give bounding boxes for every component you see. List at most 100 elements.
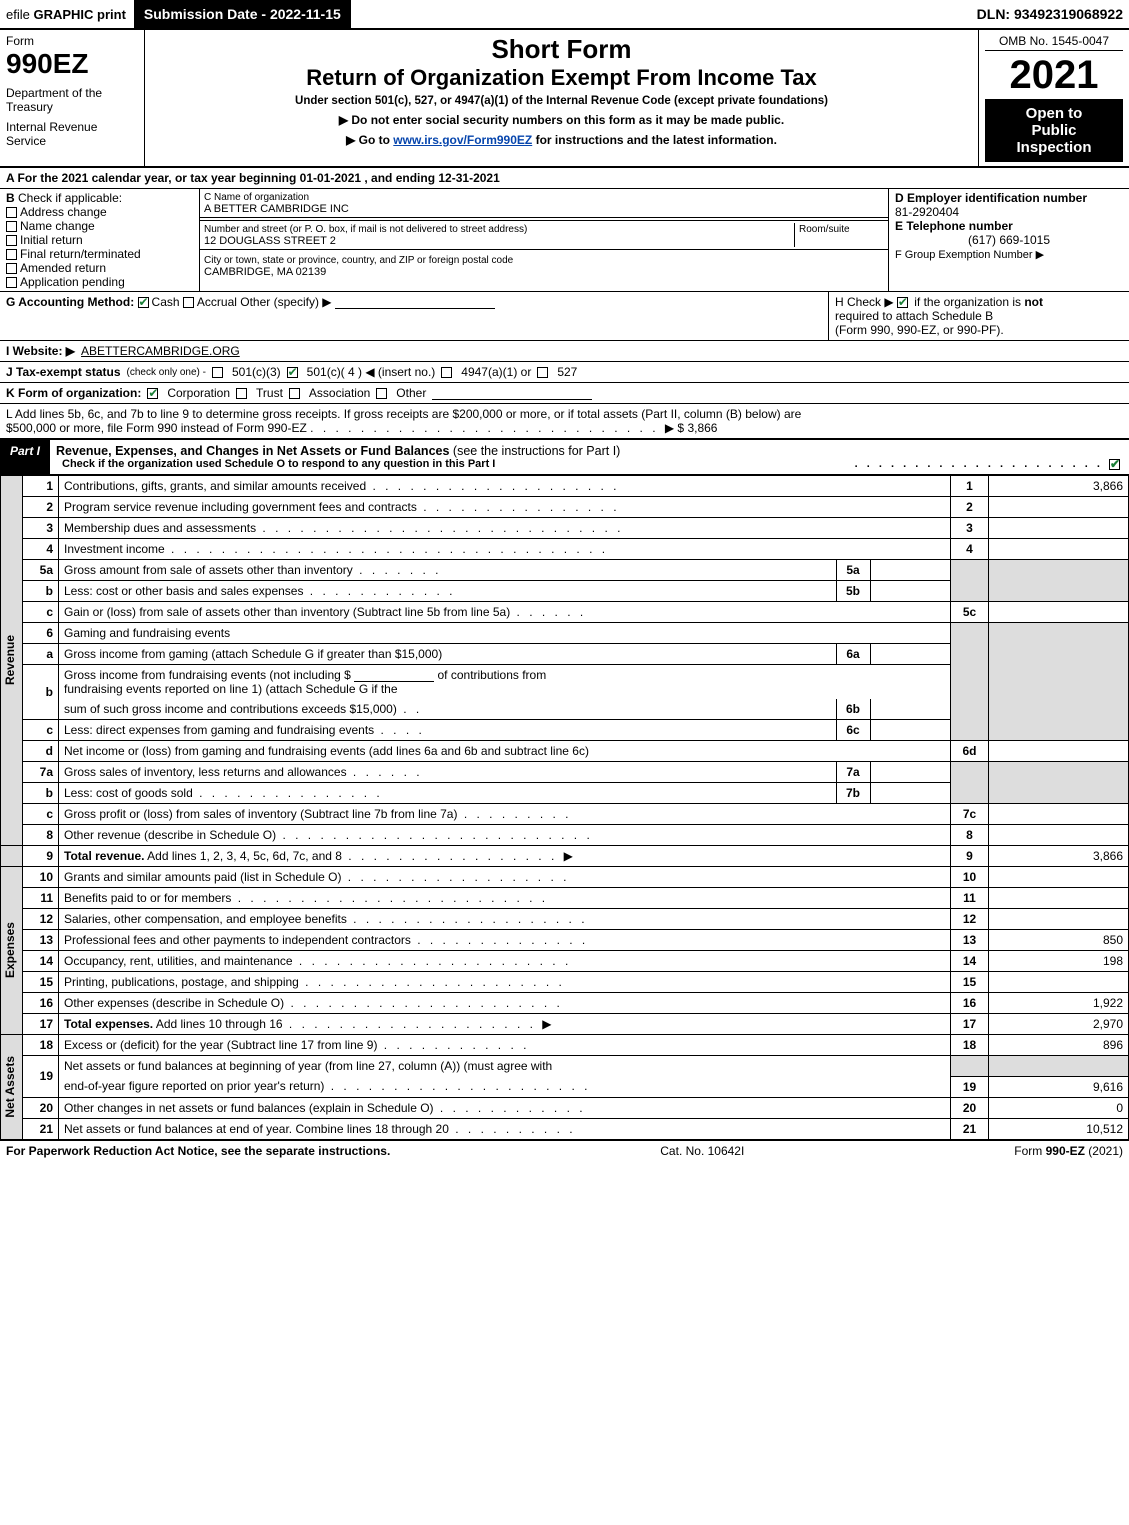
checkbox-amended-return[interactable]: [6, 263, 17, 274]
form-table: Revenue 1 Contributions, gifts, grants, …: [0, 475, 1129, 1140]
checkbox-527[interactable]: [537, 367, 548, 378]
checkbox-schedule-b[interactable]: [897, 297, 908, 308]
section-b-letter: B: [6, 191, 15, 205]
tax-year: 2021: [985, 55, 1123, 95]
line-15-num: 15: [23, 972, 59, 993]
lbl-amended-return: Amended return: [20, 261, 106, 275]
line-5a-num: 5a: [23, 560, 59, 581]
lbl-initial-return: Initial return: [20, 233, 83, 247]
line-5b-subamt: [870, 581, 950, 601]
line-8-amt: [989, 825, 1129, 846]
checkbox-name-change[interactable]: [6, 221, 17, 232]
phone-value: (617) 669-1015: [895, 233, 1123, 247]
expenses-label: Expenses: [1, 922, 19, 978]
line-7b-subamt: [870, 783, 950, 803]
line-5a-text: Gross amount from sale of assets other t…: [64, 563, 353, 577]
street-label: Number and street (or P. O. box, if mail…: [204, 224, 527, 235]
checkbox-association[interactable]: [289, 388, 300, 399]
checkbox-other-org[interactable]: [376, 388, 387, 399]
line-6a-subamt: [870, 644, 950, 664]
checkbox-initial-return[interactable]: [6, 235, 17, 246]
line-6-text: Gaming and fundraising events: [59, 623, 951, 644]
other-org-field[interactable]: [432, 387, 592, 400]
row-l-arrow: ▶ $: [665, 421, 688, 435]
line-7ab-gray-amt: [989, 762, 1129, 804]
line-6b-text2: of contributions from: [438, 668, 547, 682]
dots: . . . . . . . . . . . . . . . . . . . . …: [310, 421, 665, 435]
line-7c-col: 7c: [951, 804, 989, 825]
ein-label: D Employer identification number: [895, 191, 1087, 205]
line-21-col: 21: [951, 1118, 989, 1139]
lbl-501c3: 501(c)(3): [232, 365, 281, 379]
tax-exempt-sub: (check only one) -: [127, 367, 206, 378]
checkbox-501c3[interactable]: [212, 367, 223, 378]
page-footer: For Paperwork Reduction Act Notice, see …: [0, 1140, 1129, 1161]
line-18-col: 18: [951, 1035, 989, 1056]
efile-graphic: GRAPHIC: [33, 7, 97, 22]
lbl-application-pending: Application pending: [20, 275, 125, 289]
checkbox-501c[interactable]: [287, 367, 298, 378]
lbl-trust: Trust: [256, 386, 283, 400]
efile-print[interactable]: print: [97, 7, 126, 22]
footer-center: Cat. No. 10642I: [660, 1144, 744, 1158]
row-j: J Tax-exempt status (check only one) - 5…: [0, 362, 1129, 383]
line-1-num: 1: [23, 476, 59, 497]
header-center: Short Form Return of Organization Exempt…: [145, 30, 979, 166]
line-1-text: Contributions, gifts, grants, and simila…: [59, 476, 951, 497]
form-number: 990EZ: [6, 48, 138, 80]
checkbox-cash[interactable]: [138, 297, 149, 308]
line-6b-blank[interactable]: [354, 669, 434, 682]
line-18-text: Excess or (deficit) for the year (Subtra…: [59, 1035, 951, 1056]
line-6c-text: Less: direct expenses from gaming and fu…: [64, 723, 374, 737]
open-line1: Open to: [991, 105, 1117, 122]
line-6b-row1: Gross income from fundraising events (no…: [59, 665, 951, 700]
line-6c-sublbl: 6c: [836, 720, 870, 740]
line-5c-amt: [989, 602, 1129, 623]
part-1-check-line: Check if the organization used Schedule …: [56, 458, 1123, 470]
line-19-col: 19: [951, 1076, 989, 1097]
line-7c-amt: [989, 804, 1129, 825]
line-5c-text: Gain or (loss) from sale of assets other…: [59, 602, 951, 623]
line-4-num: 4: [23, 539, 59, 560]
checkbox-application-pending[interactable]: [6, 277, 17, 288]
form-word: Form: [6, 34, 138, 48]
lbl-other-org: Other: [396, 386, 426, 400]
checkbox-corporation[interactable]: [147, 388, 158, 399]
irs-link[interactable]: www.irs.gov/Form990EZ: [393, 133, 532, 147]
line-16-amt: 1,922: [989, 993, 1129, 1014]
line-7a-subamt: [870, 762, 950, 782]
line-2-num: 2: [23, 497, 59, 518]
line-20-col: 20: [951, 1097, 989, 1118]
header-right: OMB No. 1545-0047 2021 Open to Public In…: [979, 30, 1129, 166]
line-21-text: Net assets or fund balances at end of ye…: [59, 1118, 951, 1139]
line-20-amt: 0: [989, 1097, 1129, 1118]
line-11-text: Benefits paid to or for members . . . . …: [59, 888, 951, 909]
line-12-text: Salaries, other compensation, and employ…: [59, 909, 951, 930]
row-h-not: not: [1024, 295, 1043, 309]
line-4-amt: [989, 539, 1129, 560]
checkbox-address-change[interactable]: [6, 207, 17, 218]
row-h-line2: required to attach Schedule B: [835, 309, 993, 323]
line-7b-num: b: [23, 783, 59, 804]
form-header: Form 990EZ Department of the Treasury In…: [0, 30, 1129, 168]
checkbox-trust[interactable]: [236, 388, 247, 399]
part-1-title-sub: (see the instructions for Part I): [453, 444, 620, 458]
lbl-4947: 4947(a)(1) or: [461, 365, 531, 379]
line-19-gray-amt: [989, 1056, 1129, 1077]
line-7a-num: 7a: [23, 762, 59, 783]
lbl-accrual: Accrual: [197, 295, 237, 309]
line-6b-row2: sum of such gross income and contributio…: [59, 699, 951, 720]
lbl-527: 527: [557, 365, 577, 379]
group-exemption-label: F Group Exemption Number ▶: [895, 249, 1044, 261]
check-if-applicable: Check if applicable:: [18, 191, 122, 205]
line-15-text: Printing, publications, postage, and shi…: [59, 972, 951, 993]
submission-date: Submission Date - 2022-11-15: [134, 0, 351, 28]
line-15-col: 15: [951, 972, 989, 993]
checkbox-accrual[interactable]: [183, 297, 194, 308]
lbl-final-return: Final return/terminated: [20, 247, 141, 261]
checkbox-final-return[interactable]: [6, 249, 17, 260]
dept-irs: Internal Revenue Service: [6, 120, 138, 148]
checkbox-4947[interactable]: [441, 367, 452, 378]
checkbox-schedule-o-part1[interactable]: [1109, 459, 1120, 470]
other-specify-field[interactable]: [335, 296, 495, 309]
